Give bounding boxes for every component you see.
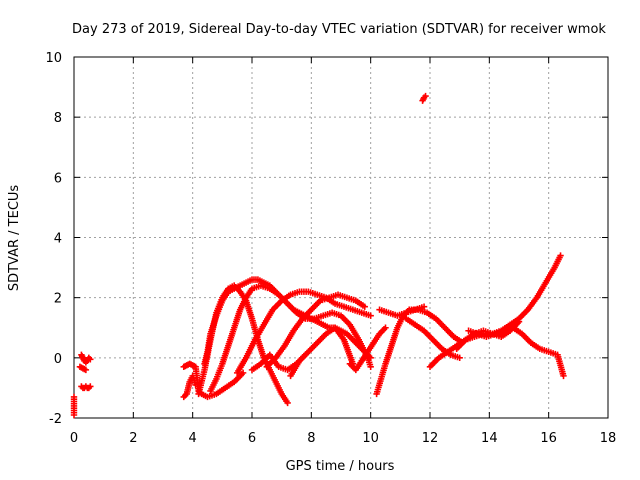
x-tick-labels: 0 2 4 6 8 10 12 14 16 18 — [70, 431, 616, 446]
series-s17 — [376, 303, 428, 319]
data-points — [70, 92, 567, 419]
series-s15 — [346, 324, 389, 374]
x-tick-label: 12 — [422, 431, 439, 446]
series-s9 — [195, 282, 291, 407]
data-point — [382, 324, 389, 331]
data-point — [70, 411, 78, 419]
series-s7 — [180, 372, 199, 401]
y-tick-label: 0 — [54, 352, 62, 367]
data-point — [367, 312, 374, 319]
data-point — [456, 354, 463, 362]
data-point — [420, 303, 428, 310]
data-point — [284, 399, 291, 407]
x-tick-label: 14 — [481, 431, 498, 446]
series-s12 — [263, 291, 368, 371]
x-tick-label: 16 — [540, 431, 557, 446]
y-tick-label: -2 — [49, 412, 62, 427]
x-tick-label: 18 — [600, 431, 617, 446]
data-point — [87, 383, 94, 390]
y-tick-label: 6 — [54, 171, 62, 186]
y-tick-label: 2 — [54, 292, 62, 307]
data-point — [361, 303, 368, 310]
x-axis-label: GPS time / hours — [286, 459, 395, 474]
series-s4 — [70, 393, 78, 419]
series-s5 — [419, 92, 429, 104]
series-s18 — [403, 315, 463, 362]
series-s21 — [453, 318, 523, 353]
y-tick-label: 10 — [45, 51, 62, 66]
data-point — [87, 356, 94, 363]
x-tick-label: 2 — [129, 431, 137, 446]
x-tick-label: 6 — [248, 431, 256, 446]
y-tick-labels: -2 0 2 4 6 8 10 — [45, 51, 62, 427]
data-point — [302, 351, 309, 359]
series-s6 — [180, 360, 247, 401]
data-point — [239, 369, 247, 377]
y-axis-label: SDTVAR / TECUs — [7, 185, 22, 292]
series-s3 — [76, 363, 90, 374]
x-tick-label: 10 — [362, 431, 379, 446]
y-tick-label: 8 — [54, 111, 62, 126]
data-point — [82, 366, 90, 374]
x-tick-label: 0 — [70, 431, 78, 446]
series-s14 — [248, 351, 309, 374]
data-point — [560, 372, 567, 380]
chart-title: Day 273 of 2019, Sidereal Day-to-day VTE… — [72, 22, 606, 37]
data-point — [557, 252, 564, 259]
series-s2 — [78, 383, 94, 392]
x-tick-label: 8 — [307, 431, 315, 446]
series-s1 — [78, 351, 94, 366]
data-point — [515, 318, 523, 325]
data-point — [367, 363, 374, 371]
data-point — [422, 92, 429, 100]
y-tick-label: 4 — [54, 232, 62, 247]
series-s11 — [233, 288, 374, 377]
x-tick-label: 4 — [189, 431, 197, 446]
